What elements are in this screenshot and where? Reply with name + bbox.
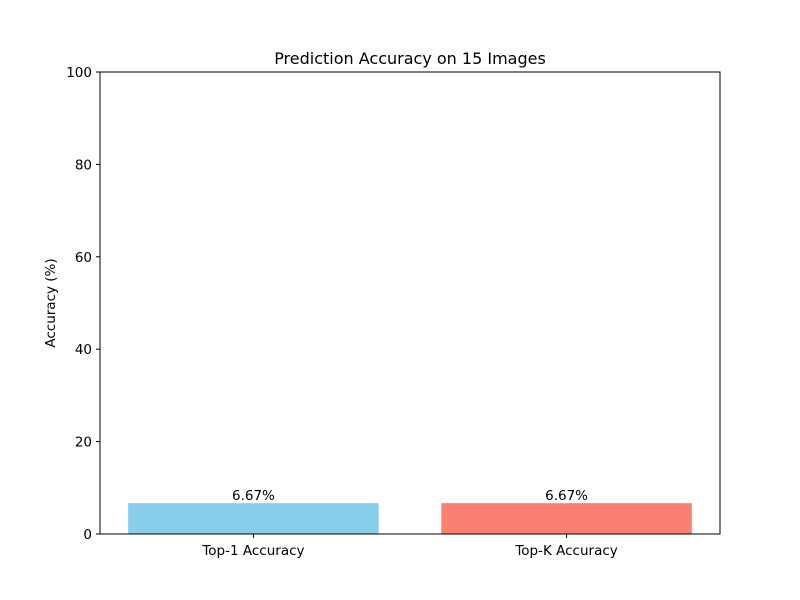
x-tick-label: Top-K Accuracy bbox=[514, 543, 617, 559]
bar-2 bbox=[441, 503, 692, 534]
y-axis-label: Accuracy (%) bbox=[43, 258, 59, 347]
bar-1 bbox=[128, 503, 379, 534]
y-tick-label: 60 bbox=[75, 250, 92, 266]
y-tick-label: 40 bbox=[75, 342, 92, 358]
chart-title: Prediction Accuracy on 15 Images bbox=[274, 49, 546, 68]
y-axis: 0 20 40 60 80 100 bbox=[66, 65, 100, 543]
plot-frame bbox=[99, 71, 721, 535]
y-tick-label: 0 bbox=[83, 527, 92, 543]
y-tick-label: 20 bbox=[75, 435, 92, 451]
bar-value-label: 6.67% bbox=[545, 488, 588, 504]
x-axis: Top-1 Accuracy Top-K Accuracy bbox=[201, 534, 618, 559]
bar-value-label: 6.67% bbox=[232, 488, 275, 504]
x-tick-label: Top-1 Accuracy bbox=[201, 543, 304, 559]
y-tick-label: 100 bbox=[66, 65, 92, 81]
y-tick-label: 80 bbox=[75, 157, 92, 173]
bars-group: 6.67% 6.67% bbox=[128, 488, 692, 534]
